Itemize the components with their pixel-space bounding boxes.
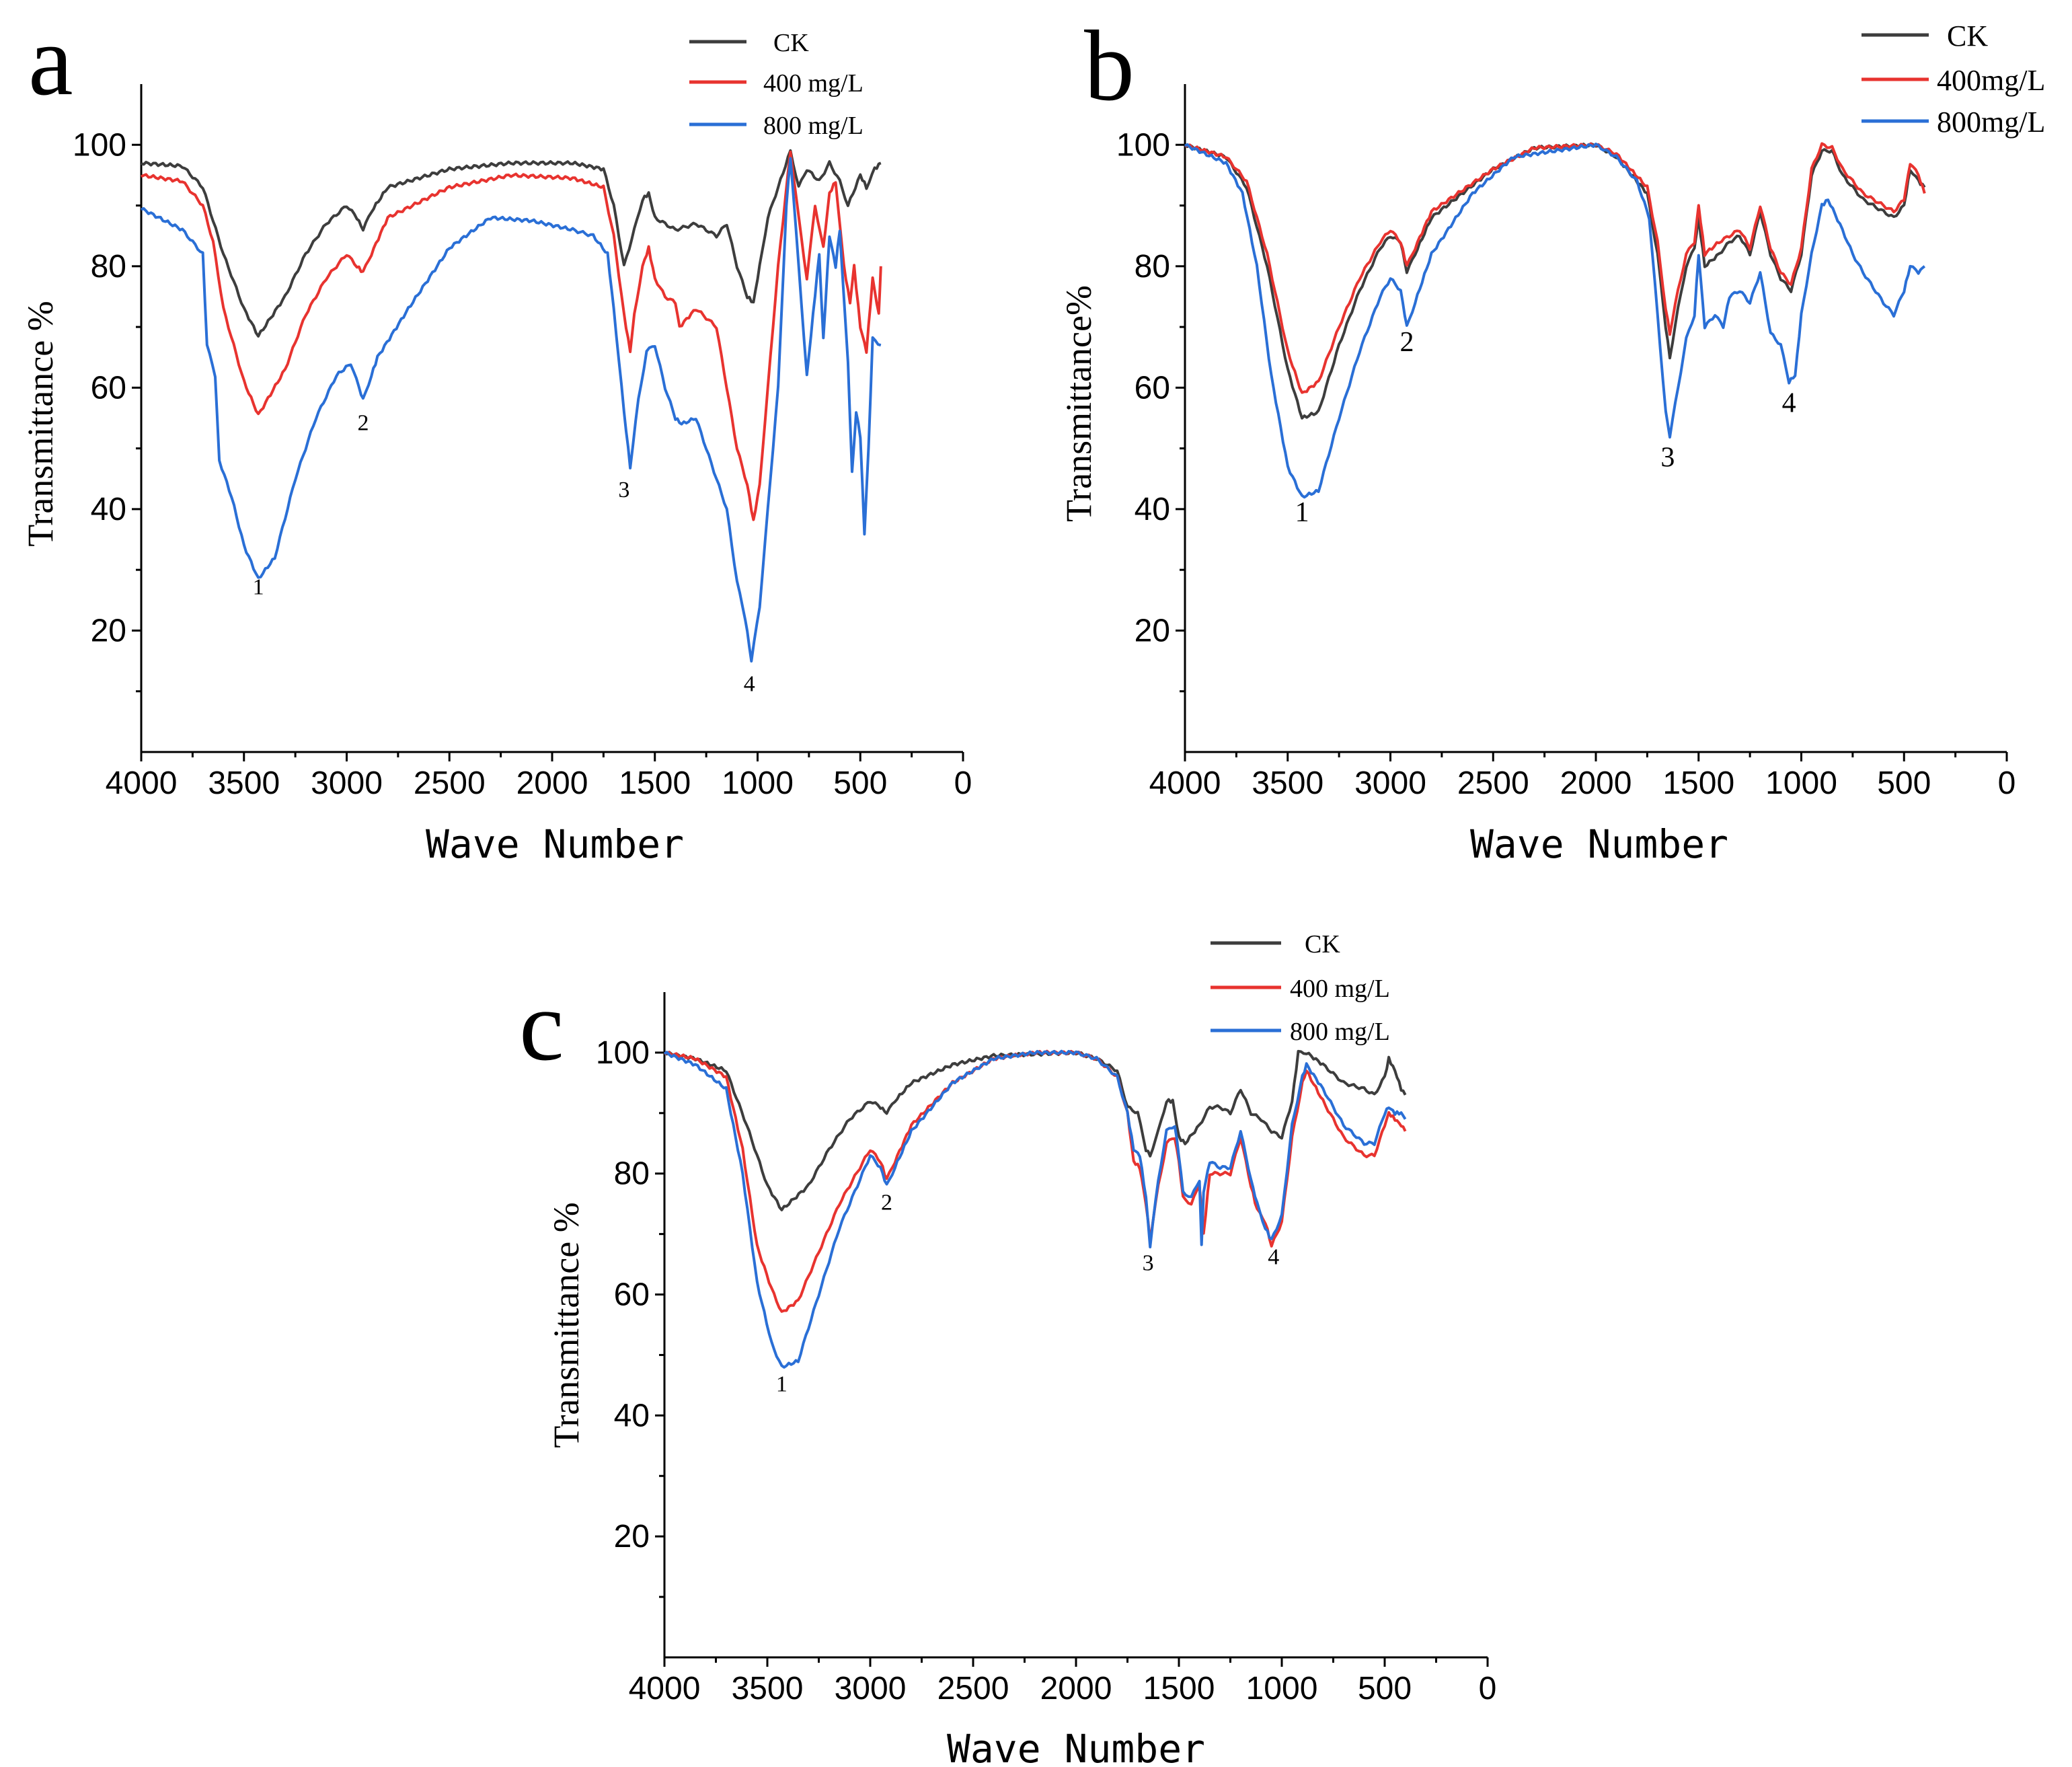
peak-label-2: 2	[881, 1191, 892, 1215]
legend-label-ck: CK	[773, 29, 809, 57]
legend-label-800: 800 mg/L	[763, 112, 864, 140]
peak-label-4: 4	[1268, 1245, 1279, 1270]
y-tick-label: 100	[596, 1035, 650, 1071]
panel-a-xlabel: Wave Number	[426, 821, 684, 867]
panel-b: b CK 400mg/L 800mg/L Transmittance% Wave…	[1059, 10, 2045, 867]
legend-label-400: 400 mg/L	[1290, 975, 1390, 1003]
panel-a-plot-area: 4000 3500 3000 2500 2000 1500 1000 500 0 20 40 60 80…	[73, 84, 972, 801]
y-tick-label: 40	[91, 492, 126, 527]
x-tick-label: 3000	[835, 1671, 907, 1706]
panel-b-plot-area: 4000 3500 3000 2500 2000 1500 1000 500 0 20 40 60 80…	[1116, 84, 2016, 801]
y-tick-label: 20	[91, 613, 126, 648]
legend-label-400: 400mg/L	[1937, 64, 2045, 97]
panel-c-legend: CK 400 mg/L 800 mg/L	[1211, 930, 1390, 1046]
y-tick-label: 100	[1116, 127, 1170, 163]
x-tick-label: 3500	[732, 1671, 804, 1706]
panel-b-ylabel: Transmittance%	[1059, 285, 1099, 522]
legend-label-ck: CK	[1947, 20, 1988, 52]
series-line-800-mg-l	[141, 157, 882, 663]
y-tick-label: 80	[614, 1156, 650, 1192]
panel-c-plot-area: 4000 3500 3000 2500 2000 1500 1000 500 0 20 40 60 80…	[596, 992, 1496, 1706]
x-tick-label: 500	[1358, 1671, 1412, 1706]
series-line-ck	[664, 1049, 1407, 1211]
x-tick-label: 2000	[1560, 765, 1632, 801]
series-line-800mg-l	[1184, 143, 1926, 499]
x-tick-label: 4000	[629, 1671, 701, 1706]
peak-label-3: 3	[618, 478, 629, 502]
x-tick-label: 0	[1479, 1671, 1497, 1706]
y-tick-label: 100	[73, 127, 126, 163]
panel-c: c CK 400 mg/L 800 mg/L Transmittance % W…	[519, 930, 1496, 1767]
x-tick-label: 4000	[1149, 765, 1221, 801]
x-tick-label: 0	[954, 765, 972, 801]
y-tick-label: 60	[1135, 370, 1170, 406]
legend-label-400: 400 mg/L	[763, 69, 864, 98]
x-tick-label: 3000	[1354, 765, 1426, 801]
y-tick-label: 60	[91, 370, 126, 406]
peak-label-1: 1	[253, 574, 264, 599]
panel-a: a CK 400 mg/L 800 mg/L Transmittance % W…	[20, 5, 972, 867]
x-tick-label: 4000	[106, 765, 178, 801]
x-tick-label: 2000	[516, 765, 588, 801]
series-line-800-mg-l	[663, 1049, 1407, 1369]
x-tick-label: 2500	[1457, 765, 1529, 801]
legend-label-800: 800mg/L	[1937, 106, 2045, 139]
y-tick-label: 80	[1135, 249, 1170, 285]
panel-b-legend: CK 400mg/L 800mg/L	[1862, 20, 2045, 139]
y-tick-label: 20	[614, 1519, 650, 1554]
x-tick-label: 1000	[722, 765, 794, 801]
peak-label-2: 2	[357, 411, 369, 436]
x-tick-label: 1500	[1143, 1671, 1215, 1706]
x-tick-label: 3500	[1252, 765, 1323, 801]
panel-b-xlabel: Wave Number	[1470, 821, 1728, 867]
legend-label-800: 800 mg/L	[1290, 1018, 1390, 1046]
y-tick-label: 20	[1135, 613, 1170, 648]
y-tick-label: 60	[614, 1277, 650, 1313]
peak-label-3: 3	[1143, 1251, 1154, 1276]
series-line-400mg-l	[1184, 142, 1926, 394]
x-tick-label: 0	[1998, 765, 2016, 801]
x-tick-label: 2500	[414, 765, 486, 801]
panel-c-ylabel: Transmittance %	[546, 1202, 586, 1448]
series-line-ck	[141, 149, 882, 338]
panel-a-legend: CK 400 mg/L 800 mg/L	[689, 29, 864, 140]
y-tick-label: 40	[1135, 492, 1170, 527]
panel-b-letter: b	[1084, 10, 1135, 122]
y-tick-label: 40	[614, 1398, 650, 1433]
x-tick-label: 3000	[311, 765, 383, 801]
panel-c-letter: c	[519, 970, 564, 1082]
x-tick-label: 3500	[208, 765, 280, 801]
x-tick-label: 1000	[1765, 765, 1837, 801]
panel-a-ylabel: Transmittance %	[20, 301, 61, 546]
x-tick-label: 500	[833, 765, 887, 801]
x-tick-label: 2000	[1040, 1671, 1112, 1706]
peak-label-2: 2	[1399, 327, 1414, 358]
peak-label-4: 4	[1782, 387, 1796, 418]
x-tick-label: 1000	[1246, 1671, 1318, 1706]
x-tick-label: 1500	[1662, 765, 1734, 801]
legend-label-ck: CK	[1305, 930, 1340, 958]
x-tick-label: 2500	[937, 1671, 1009, 1706]
panel-a-letter: a	[28, 5, 73, 116]
peak-label-1: 1	[1295, 497, 1309, 528]
y-tick-label: 80	[91, 249, 126, 285]
peak-label-1: 1	[776, 1371, 788, 1396]
x-tick-label: 500	[1877, 765, 1931, 801]
x-tick-label: 1500	[619, 765, 691, 801]
panel-c-xlabel: Wave Number	[947, 1726, 1205, 1767]
peak-label-3: 3	[1660, 443, 1675, 474]
peak-label-4: 4	[744, 672, 755, 697]
series-line-400-mg-l	[141, 150, 882, 521]
